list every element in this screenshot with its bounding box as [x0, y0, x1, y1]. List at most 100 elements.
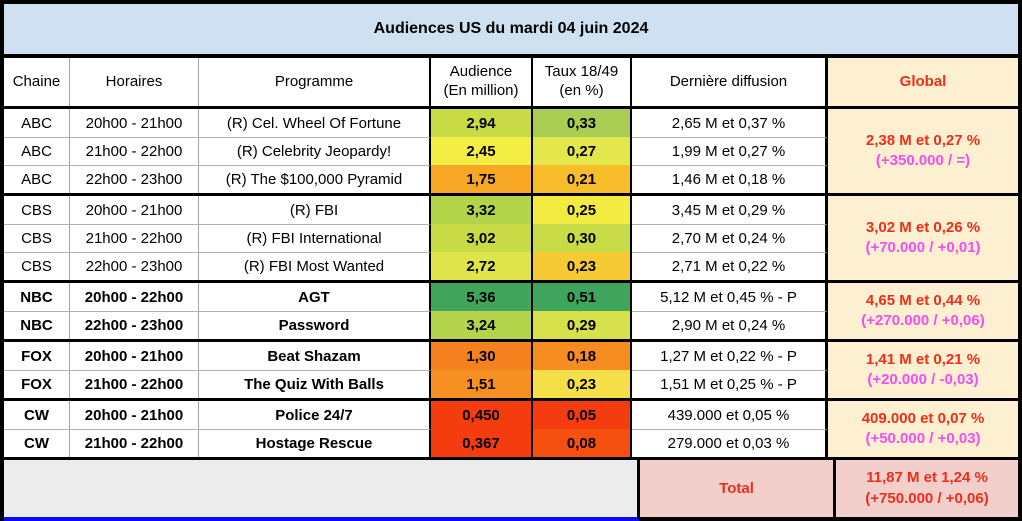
table-row: CW 20h00 - 21h00 Police 24/7 0,450 0,05 …: [4, 401, 828, 429]
total-empty-cell: [4, 460, 640, 521]
cell-chaine: NBC: [4, 311, 70, 339]
cell-programme: (R) FBI Most Wanted: [199, 252, 431, 280]
cell-audience: 0,450: [431, 401, 533, 429]
cell-diffusion: 1,51 M et 0,25 % - P: [632, 370, 828, 398]
network-group-abc: ABC 20h00 - 21h00 (R) Cel. Wheel Of Fort…: [4, 109, 1018, 193]
network-group-nbc: NBC 20h00 - 22h00 AGT 5,36 0,51 5,12 M e…: [4, 280, 1018, 339]
cell-audience: 3,24: [431, 311, 533, 339]
global-audience-value: 3,02 M et 0,26 %: [865, 218, 981, 236]
group-global-cell: 1,41 M et 0,21 % (+20.000 / -0,03): [828, 342, 1018, 398]
cell-programme: Password: [199, 311, 431, 339]
cell-diffusion: 2,90 M et 0,24 %: [632, 311, 828, 339]
table-row: CBS 22h00 - 23h00 (R) FBI Most Wanted 2,…: [4, 252, 828, 280]
network-group-cw: CW 20h00 - 21h00 Police 24/7 0,450 0,05 …: [4, 398, 1018, 457]
cell-horaires: 20h00 - 22h00: [70, 283, 199, 311]
cell-taux: 0,30: [533, 224, 632, 252]
cell-horaires: 20h00 - 21h00: [70, 196, 199, 224]
cell-chaine: ABC: [4, 109, 70, 137]
cell-horaires: 21h00 - 22h00: [70, 224, 199, 252]
cell-diffusion: 279.000 et 0,03 %: [632, 429, 828, 457]
cell-programme: AGT: [199, 283, 431, 311]
table-row: FOX 20h00 - 21h00 Beat Shazam 1,30 0,18 …: [4, 342, 828, 370]
table-row: ABC 22h00 - 23h00 (R) The $100,000 Pyram…: [4, 165, 828, 193]
cell-diffusion: 5,12 M et 0,45 % - P: [632, 283, 828, 311]
cell-chaine: CBS: [4, 196, 70, 224]
cell-taux: 0,51: [533, 283, 632, 311]
group-global-cell: 409.000 et 0,07 % (+50.000 / +0,03): [828, 401, 1018, 457]
header-row: Chaine Horaires Programme Audience (En m…: [4, 58, 1018, 109]
cell-programme: Hostage Rescue: [199, 429, 431, 457]
table-row: CBS 21h00 - 22h00 (R) FBI International …: [4, 224, 828, 252]
cell-audience: 1,51: [431, 370, 533, 398]
global-audience-value: 4,65 M et 0,44 %: [865, 291, 981, 309]
cell-taux: 0,05: [533, 401, 632, 429]
page-title: Audiences US du mardi 04 juin 2024: [4, 4, 1018, 54]
cell-audience: 1,30: [431, 342, 533, 370]
column-header-chaine: Chaine: [4, 58, 70, 106]
cell-programme: (R) Celebrity Jeopardy!: [199, 137, 431, 165]
global-delta-value: (+270.000 / +0,06): [861, 312, 985, 329]
cell-taux: 0,23: [533, 370, 632, 398]
cell-chaine: CW: [4, 429, 70, 457]
cell-diffusion: 1,46 M et 0,18 %: [632, 165, 828, 193]
cell-audience: 3,32: [431, 196, 533, 224]
cell-audience: 2,94: [431, 109, 533, 137]
group-global-cell: 4,65 M et 0,44 % (+270.000 / +0,06): [828, 283, 1018, 339]
table-row: ABC 20h00 - 21h00 (R) Cel. Wheel Of Fort…: [4, 109, 828, 137]
global-delta-value: (+50.000 / +0,03): [865, 430, 981, 447]
column-header-global: Global: [828, 58, 1018, 106]
total-audience-value: 11,87 M et 1,24 %: [866, 469, 988, 487]
cell-diffusion: 2,71 M et 0,22 %: [632, 252, 828, 280]
column-header-taux: Taux 18/49 (en %): [533, 58, 632, 106]
global-delta-value: (+70.000 / +0,01): [865, 239, 981, 256]
cell-horaires: 22h00 - 23h00: [70, 311, 199, 339]
cell-taux: 0,23: [533, 252, 632, 280]
cell-taux: 0,27: [533, 137, 632, 165]
global-audience-value: 409.000 et 0,07 %: [861, 409, 985, 427]
column-header-audience: Audience (En million): [431, 58, 533, 106]
cell-programme: (R) The $100,000 Pyramid: [199, 165, 431, 193]
cell-chaine: CW: [4, 401, 70, 429]
cell-chaine: ABC: [4, 165, 70, 193]
cell-programme: (R) FBI International: [199, 224, 431, 252]
cell-chaine: CBS: [4, 252, 70, 280]
cell-diffusion: 2,65 M et 0,37 %: [632, 109, 828, 137]
column-header-taux-line1: Taux 18/49: [544, 63, 619, 81]
cell-taux: 0,08: [533, 429, 632, 457]
group-global-cell: 2,38 M et 0,27 % (+350.000 / =): [828, 109, 1018, 193]
total-row: Total 11,87 M et 1,24 % (+750.000 / +0,0…: [4, 457, 1018, 521]
table-row: CW 21h00 - 22h00 Hostage Rescue 0,367 0,…: [4, 429, 828, 457]
total-global-cell: 11,87 M et 1,24 % (+750.000 / +0,06): [836, 460, 1018, 521]
cell-chaine: FOX: [4, 342, 70, 370]
table-row: CBS 20h00 - 21h00 (R) FBI 3,32 0,25 3,45…: [4, 196, 828, 224]
cell-horaires: 22h00 - 23h00: [70, 252, 199, 280]
column-header-programme: Programme: [199, 58, 431, 106]
cell-taux: 0,18: [533, 342, 632, 370]
network-group-cbs: CBS 20h00 - 21h00 (R) FBI 3,32 0,25 3,45…: [4, 193, 1018, 280]
cell-diffusion: 2,70 M et 0,24 %: [632, 224, 828, 252]
cell-diffusion: 439.000 et 0,05 %: [632, 401, 828, 429]
cell-programme: The Quiz With Balls: [199, 370, 431, 398]
column-header-audience-line2: (En million): [443, 82, 519, 99]
cell-horaires: 21h00 - 22h00: [70, 370, 199, 398]
cell-horaires: 20h00 - 21h00: [70, 109, 199, 137]
cell-audience: 3,02: [431, 224, 533, 252]
global-audience-value: 2,38 M et 0,27 %: [865, 131, 981, 149]
cell-horaires: 21h00 - 22h00: [70, 137, 199, 165]
cell-chaine: CBS: [4, 224, 70, 252]
total-delta-value: (+750.000 / +0,06): [865, 489, 989, 507]
column-header-diffusion: Dernière diffusion: [632, 58, 828, 106]
cell-chaine: ABC: [4, 137, 70, 165]
global-delta-value: (+350.000 / =): [875, 152, 971, 169]
cell-programme: Police 24/7: [199, 401, 431, 429]
global-audience-value: 1,41 M et 0,21 %: [865, 350, 981, 368]
table-row: ABC 21h00 - 22h00 (R) Celebrity Jeopardy…: [4, 137, 828, 165]
table-row: NBC 22h00 - 23h00 Password 3,24 0,29 2,9…: [4, 311, 828, 339]
table-row: NBC 20h00 - 22h00 AGT 5,36 0,51 5,12 M e…: [4, 283, 828, 311]
cell-horaires: 20h00 - 21h00: [70, 342, 199, 370]
cell-horaires: 22h00 - 23h00: [70, 165, 199, 193]
total-label: Total: [640, 460, 836, 521]
cell-horaires: 21h00 - 22h00: [70, 429, 199, 457]
cell-programme: (R) FBI: [199, 196, 431, 224]
